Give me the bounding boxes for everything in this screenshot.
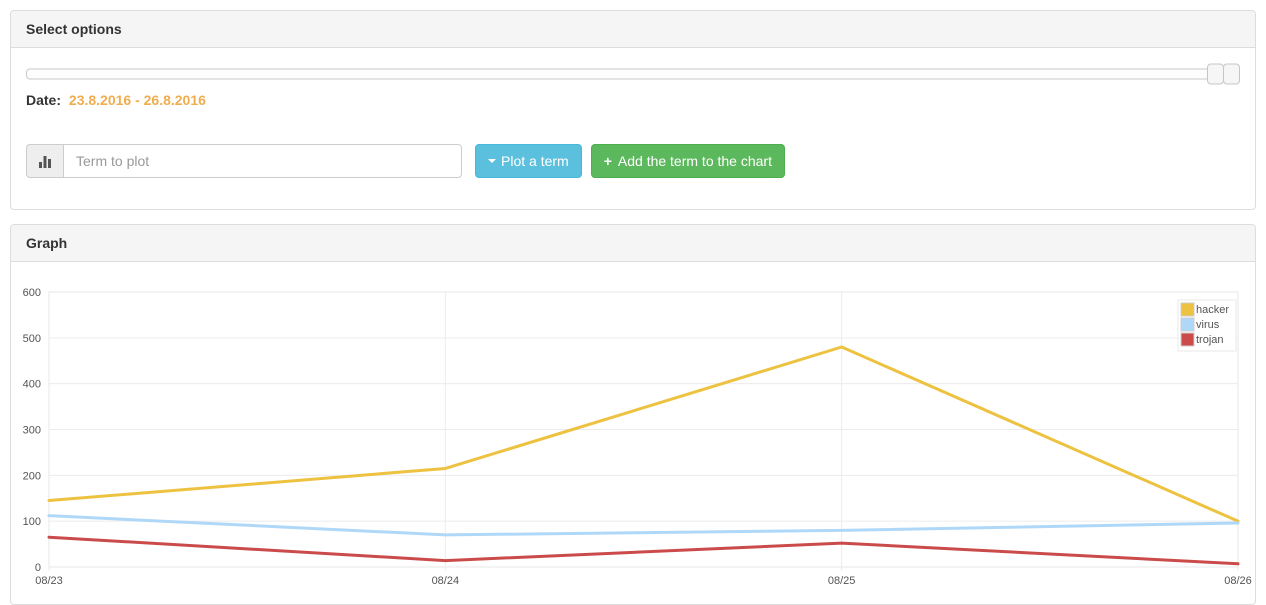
plot-term-button-label: Plot a term [501,153,569,169]
date-range-slider[interactable] [26,63,1240,84]
series-line-virus [47,514,1240,537]
x-axis-tick-label: 08/25 [828,575,856,587]
y-axis-tick-label: 0 [35,562,41,574]
plot-border [48,291,1239,568]
caret-down-icon [488,159,496,163]
legend-label-trojan: trojan [1196,334,1224,346]
y-axis-tick-label: 100 [23,516,41,528]
term-form-row: Plot a term + Add the term to the chart [26,144,1240,178]
y-axis-tick-label: 200 [23,470,41,482]
bar-chart-icon [26,144,63,178]
y-axis-tick-label: 400 [23,379,41,391]
legend-swatch-virus [1180,317,1195,332]
slider-handle-end[interactable] [1223,63,1240,84]
legend-label-virus: virus [1196,319,1220,331]
graph-panel: Graph 0 100 200 300 400 500 600 08/23 08/24 08/25… [10,224,1256,605]
slider-track[interactable] [26,68,1240,79]
legend-swatch-hacker [1180,302,1195,317]
date-row: Date: 23.8.2016 - 26.8.2016 [26,92,1240,108]
graph-title: Graph [26,235,68,251]
select-options-body: Date: 23.8.2016 - 26.8.2016 Plot a term [11,48,1255,209]
date-label: Date: [26,92,62,108]
plot-term-button[interactable]: Plot a term [475,144,582,178]
term-input[interactable] [63,144,462,178]
legend-label-hacker: hacker [1196,304,1229,316]
graph-body: 0 100 200 300 400 500 600 08/23 08/24 08/25 08/26 h… [11,262,1255,604]
select-options-panel: Select options Date: 23.8.2016 - 26.8.20… [10,10,1256,210]
y-axis-tick-label: 300 [23,425,41,437]
x-axis-tick-label: 08/26 [1224,575,1252,587]
legend-swatch-trojan [1180,332,1195,347]
term-input-group [26,144,462,178]
y-axis-tick-label: 500 [23,333,41,345]
chart-plot-area[interactable]: 0 100 200 300 400 500 600 08/23 08/24 08/25 08/26 h… [23,277,1252,589]
select-options-title: Select options [26,21,122,37]
series-line-trojan [47,535,1240,566]
date-range-value: 23.8.2016 - 26.8.2016 [68,92,206,108]
x-axis-tick-label: 08/24 [432,575,460,587]
select-options-header: Select options [11,11,1255,48]
x-axis-tick-label: 08/23 [35,575,63,587]
line-chart[interactable]: 0 100 200 300 400 500 600 08/23 08/24 08/25 08/26 h… [23,277,1252,589]
graph-header: Graph [11,225,1255,262]
series-line-hacker [47,345,1240,523]
add-term-button[interactable]: + Add the term to the chart [590,144,785,178]
y-axis-tick-label: 600 [23,287,41,299]
add-term-button-label: Add the term to the chart [617,153,772,169]
plus-icon: + [603,153,612,169]
slider-handle-start[interactable] [1207,63,1224,84]
